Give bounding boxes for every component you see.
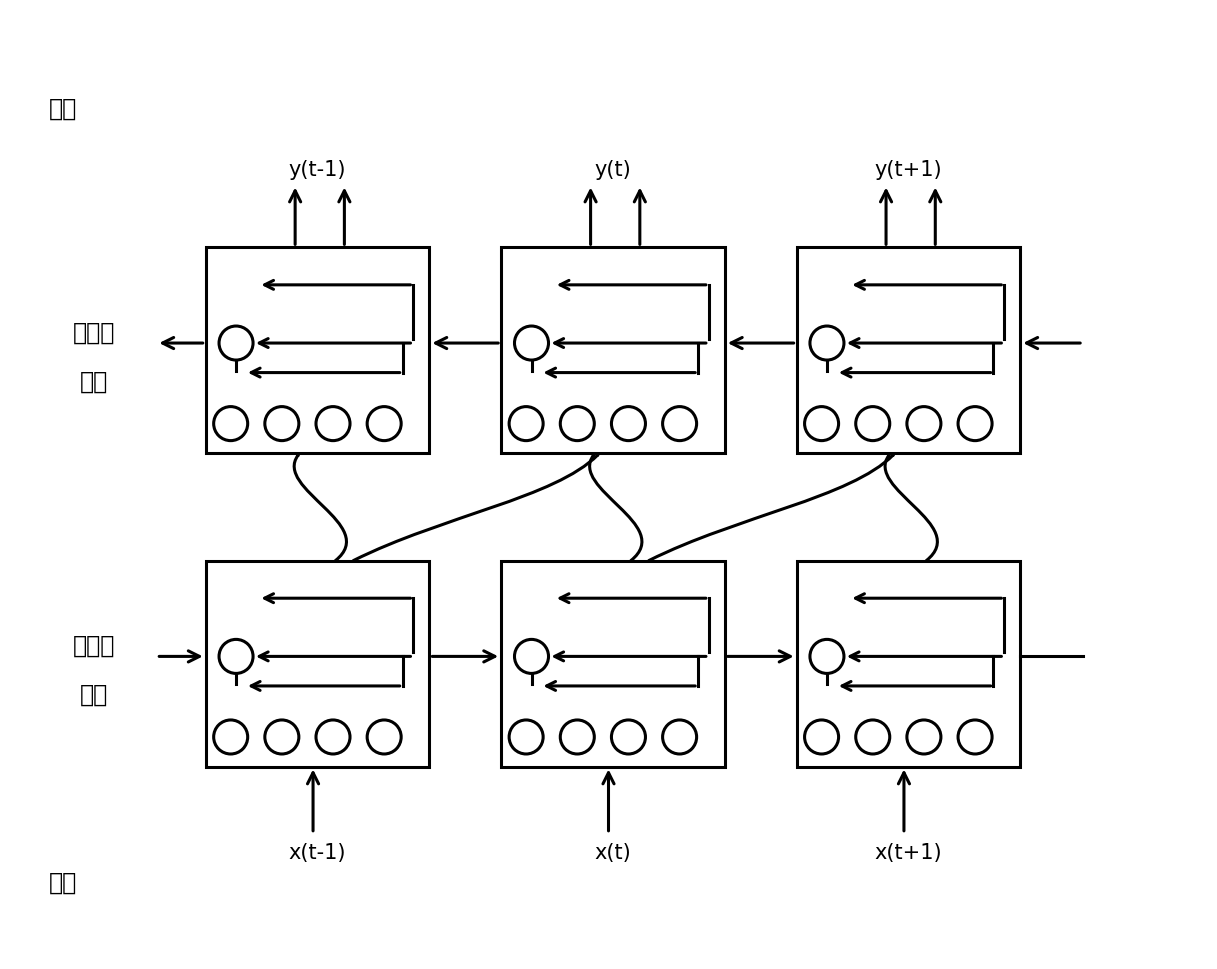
- Circle shape: [811, 326, 843, 360]
- Circle shape: [265, 407, 299, 441]
- Circle shape: [316, 720, 350, 754]
- Circle shape: [907, 407, 941, 441]
- FancyArrowPatch shape: [353, 455, 598, 561]
- Bar: [501, 561, 725, 766]
- Circle shape: [856, 407, 890, 441]
- Circle shape: [219, 640, 253, 673]
- Text: 代层: 代层: [79, 683, 108, 707]
- Circle shape: [662, 407, 696, 441]
- Circle shape: [958, 407, 992, 441]
- Circle shape: [509, 407, 543, 441]
- Circle shape: [509, 720, 543, 754]
- Text: 代层: 代层: [79, 369, 108, 393]
- Text: 向前迭: 向前迭: [73, 634, 114, 658]
- Text: x(t+1): x(t+1): [875, 843, 942, 862]
- Text: 输出: 输出: [49, 97, 77, 120]
- Circle shape: [856, 720, 890, 754]
- Text: 输入: 输入: [49, 871, 77, 895]
- Circle shape: [811, 640, 843, 673]
- Text: y(t-1): y(t-1): [288, 160, 347, 180]
- Circle shape: [515, 640, 549, 673]
- Circle shape: [214, 407, 248, 441]
- Circle shape: [368, 407, 402, 441]
- Text: y(t+1): y(t+1): [875, 160, 942, 180]
- Bar: [501, 247, 725, 453]
- Bar: [206, 561, 430, 766]
- Circle shape: [804, 720, 839, 754]
- FancyArrowPatch shape: [649, 455, 893, 561]
- FancyArrowPatch shape: [295, 455, 347, 561]
- Bar: [796, 247, 1020, 453]
- Circle shape: [515, 326, 549, 360]
- Circle shape: [316, 407, 350, 441]
- Text: x(t-1): x(t-1): [288, 843, 347, 862]
- Circle shape: [611, 720, 645, 754]
- Circle shape: [265, 720, 299, 754]
- Circle shape: [214, 720, 248, 754]
- Circle shape: [560, 720, 594, 754]
- Text: y(t): y(t): [595, 160, 632, 180]
- Circle shape: [907, 720, 941, 754]
- Circle shape: [662, 720, 696, 754]
- Circle shape: [560, 407, 594, 441]
- Circle shape: [368, 720, 402, 754]
- Bar: [796, 561, 1020, 766]
- FancyArrowPatch shape: [885, 455, 937, 561]
- Text: x(t): x(t): [595, 843, 632, 862]
- FancyArrowPatch shape: [589, 455, 641, 561]
- Circle shape: [611, 407, 645, 441]
- Circle shape: [958, 720, 992, 754]
- Circle shape: [804, 407, 839, 441]
- Bar: [206, 247, 430, 453]
- Text: 向后迭: 向后迭: [73, 321, 114, 344]
- Circle shape: [219, 326, 253, 360]
